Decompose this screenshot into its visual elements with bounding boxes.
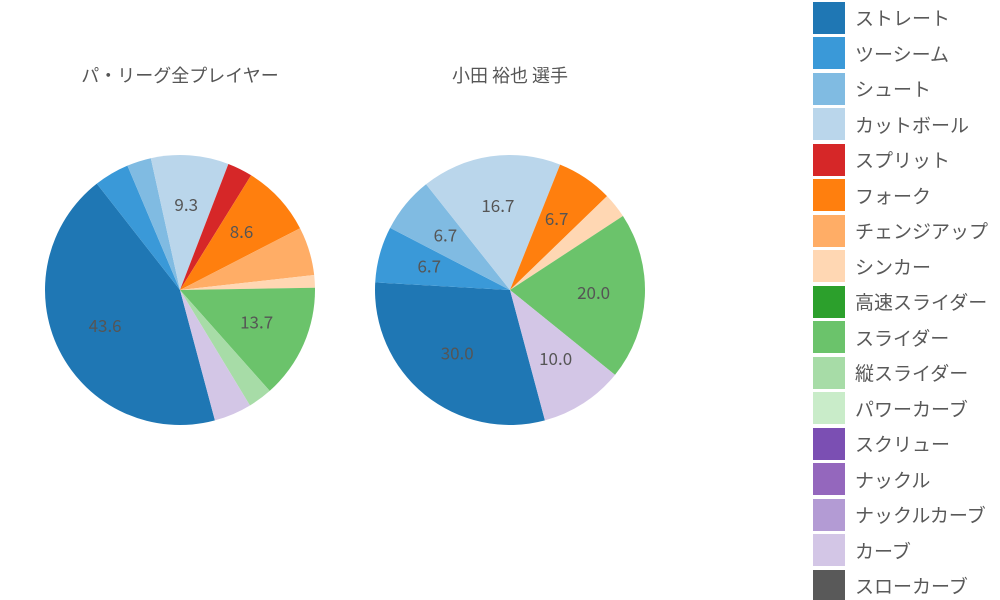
legend-swatch: [813, 144, 845, 176]
legend-item: 縦スライダー: [813, 355, 988, 391]
chart-title: 小田 裕也 選手: [370, 62, 650, 88]
slice-label: 6.7: [417, 253, 441, 278]
legend-swatch: [813, 392, 845, 424]
slice-label: 6.7: [545, 205, 569, 230]
legend-item: カーブ: [813, 533, 988, 569]
slice-label: 10.0: [539, 345, 572, 370]
legend-item: カットボール: [813, 107, 988, 143]
slice-label: 13.7: [240, 308, 273, 333]
legend-item: スライダー: [813, 320, 988, 356]
legend-item: ツーシーム: [813, 36, 988, 72]
legend-item: シュート: [813, 71, 988, 107]
legend-item: ストレート: [813, 0, 988, 36]
chart-title: パ・リーグ全プレイヤー: [40, 62, 320, 88]
legend-item: パワーカーブ: [813, 391, 988, 427]
legend-swatch: [813, 499, 845, 531]
legend-label: シンカー: [855, 253, 931, 280]
legend: ストレートツーシームシュートカットボールスプリットフォークチェンジアップシンカー…: [813, 0, 988, 600]
legend-item: チェンジアップ: [813, 213, 988, 249]
legend-item: 高速スライダー: [813, 284, 988, 320]
slice-label: 8.6: [230, 218, 254, 243]
legend-swatch: [813, 250, 845, 282]
slice-label: 9.3: [174, 191, 198, 216]
legend-label: シュート: [855, 75, 931, 102]
figure-container: 43.69.38.613.730.06.76.716.76.720.010.0 …: [0, 0, 1000, 600]
legend-item: フォーク: [813, 178, 988, 214]
slice-label: 30.0: [441, 340, 474, 365]
legend-label: スプリット: [855, 146, 950, 173]
legend-swatch: [813, 357, 845, 389]
legend-swatch: [813, 570, 845, 600]
legend-swatch: [813, 108, 845, 140]
legend-swatch: [813, 2, 845, 34]
legend-item: スローカーブ: [813, 568, 988, 600]
legend-swatch: [813, 179, 845, 211]
legend-label: ストレート: [855, 4, 950, 31]
legend-swatch: [813, 215, 845, 247]
legend-label: チェンジアップ: [855, 217, 988, 244]
legend-swatch: [813, 37, 845, 69]
legend-label: スライダー: [855, 324, 949, 351]
legend-label: カーブ: [855, 537, 911, 564]
legend-swatch: [813, 463, 845, 495]
legend-swatch: [813, 286, 845, 318]
legend-label: カットボール: [855, 111, 969, 138]
slice-label: 43.6: [89, 312, 122, 337]
legend-swatch: [813, 534, 845, 566]
legend-label: 高速スライダー: [855, 288, 987, 315]
legend-swatch: [813, 321, 845, 353]
slice-label: 20.0: [577, 279, 610, 304]
legend-label: スローカーブ: [855, 572, 968, 599]
legend-item: スプリット: [813, 142, 988, 178]
legend-label: スクリュー: [855, 430, 950, 457]
legend-swatch: [813, 73, 845, 105]
legend-item: ナックル: [813, 462, 988, 498]
legend-item: スクリュー: [813, 426, 988, 462]
legend-label: ナックルカーブ: [855, 501, 986, 528]
slice-label: 6.7: [434, 221, 458, 246]
legend-swatch: [813, 428, 845, 460]
slice-label: 16.7: [481, 192, 514, 217]
legend-label: ナックル: [855, 466, 930, 493]
legend-label: ツーシーム: [855, 40, 949, 67]
legend-label: 縦スライダー: [855, 359, 968, 386]
legend-label: パワーカーブ: [855, 395, 968, 422]
legend-item: ナックルカーブ: [813, 497, 988, 533]
legend-item: シンカー: [813, 249, 988, 285]
legend-label: フォーク: [855, 182, 931, 209]
